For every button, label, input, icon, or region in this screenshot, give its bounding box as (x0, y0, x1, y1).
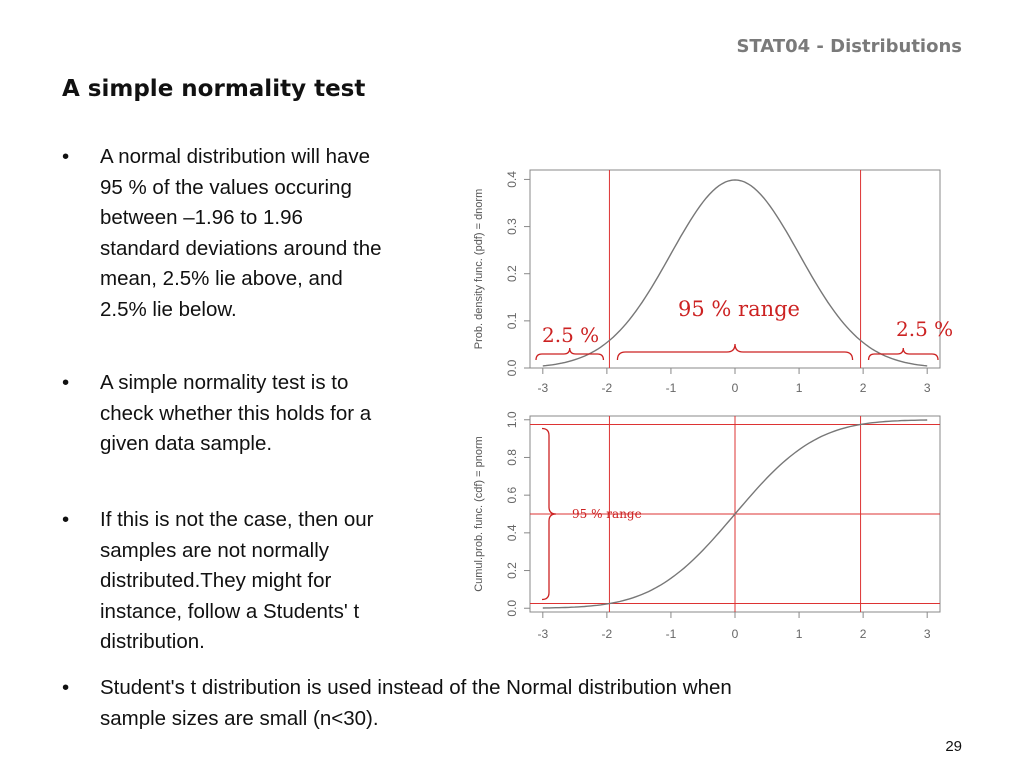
course-tag: STAT04 - Distributions (736, 36, 962, 57)
bullet-text: If this is not the case, then our sample… (100, 508, 374, 653)
data-point (830, 306, 832, 308)
y-tick-label: 0.3 (505, 218, 519, 235)
bullet-item: • Student's t distribution is used inste… (62, 673, 962, 734)
data-point (798, 253, 800, 255)
x-tick-label: 0 (732, 381, 739, 395)
x-tick-label: -2 (602, 627, 613, 641)
data-point (702, 201, 704, 203)
bullet-marker: • (62, 676, 70, 699)
cdf-annotations: 95 % range (541, 427, 642, 601)
y-tick-label: 0.2 (505, 562, 519, 579)
bullet-item: • A normal distribution will have 95 % o… (62, 142, 462, 325)
data-point (862, 342, 864, 344)
bullet-item: • A simple normality test is to check wh… (62, 368, 462, 460)
data-point (670, 253, 672, 255)
bullet-text: A simple normality test is to check whet… (100, 371, 372, 455)
data-point (606, 342, 608, 344)
annotation-left-tail: 2.5 % (542, 323, 599, 347)
x-tick-label: -1 (666, 381, 677, 395)
annotation-middle-range: 95 % range (678, 297, 800, 321)
distribution-curve (542, 419, 928, 609)
bullet-item: • If this is not the case, then our samp… (62, 505, 462, 658)
normal-distribution-charts: -3 -2 -1 0 1 2 3 0.0 0.1 0.2 0.3 0.4 Prob. density f… (473, 169, 953, 641)
bullet-marker: • (62, 145, 70, 168)
data-point (926, 365, 928, 367)
y-tick-label: 0.6 (505, 486, 519, 503)
y-tick-label: 0.0 (505, 600, 519, 617)
data-point (798, 449, 800, 451)
x-tick-label: 3 (924, 627, 931, 641)
annotation-range: 95 % range (572, 507, 642, 521)
data-point (734, 179, 736, 181)
x-tick-label: 2 (860, 627, 867, 641)
bullet-marker: • (62, 508, 70, 531)
curly-brace (616, 343, 854, 361)
data-point (734, 513, 736, 515)
data-point (894, 420, 896, 422)
curly-brace (541, 427, 557, 601)
y-tick-label: 0.1 (505, 312, 519, 329)
slide-title: A simple normality test (62, 76, 366, 102)
bullet-marker: • (62, 371, 70, 394)
data-point (606, 603, 608, 605)
curly-brace (867, 347, 939, 361)
x-tick-label: 0 (732, 627, 739, 641)
x-tick-label: -2 (602, 381, 613, 395)
x-tick-label: 1 (796, 627, 803, 641)
data-point (830, 431, 832, 433)
x-tick-label: 2 (860, 381, 867, 395)
data-point (638, 595, 640, 597)
bullet-text: Student's t distribution is used instead… (100, 676, 732, 730)
data-point (862, 423, 864, 425)
x-tick-label: -3 (537, 627, 548, 641)
data-point (894, 359, 896, 361)
annotation-right-tail: 2.5 % (896, 317, 953, 341)
y-tick-label: 0.0 (505, 359, 519, 376)
bullet-text: A normal distribution will have 95 % of … (100, 145, 382, 321)
y-axis-title: Cumul.prob. func. (cdf) = pnorm (473, 436, 485, 592)
cdf-chart: -3 -2 -1 0 1 2 3 0.0 0.2 0.4 0.6 0.8 1.0 Cumul.prob. … (473, 411, 941, 641)
data-point (638, 306, 640, 308)
page-number: 29 (945, 738, 962, 755)
data-point (574, 359, 576, 361)
y-tick-label: 1.0 (505, 411, 519, 428)
data-point (574, 606, 576, 608)
data-point (542, 365, 544, 367)
y-tick-label: 0.2 (505, 265, 519, 282)
y-tick-label: 0.4 (505, 171, 519, 188)
data-point (926, 419, 928, 421)
curly-brace (535, 347, 605, 361)
pdf-annotations: 2.5 % 95 % range 2.5 % (535, 297, 953, 361)
data-point (766, 201, 768, 203)
data-point (542, 607, 544, 609)
y-tick-label: 0.4 (505, 524, 519, 541)
x-tick-label: 1 (796, 381, 803, 395)
data-point (670, 577, 672, 579)
distribution-curve (542, 179, 928, 367)
x-tick-label: -1 (666, 627, 677, 641)
x-tick-label: -3 (537, 381, 548, 395)
data-point (766, 477, 768, 479)
y-tick-label: 0.8 (505, 449, 519, 466)
x-tick-label: 3 (924, 381, 931, 395)
data-point (702, 549, 704, 551)
pdf-chart: -3 -2 -1 0 1 2 3 0.0 0.1 0.2 0.3 0.4 Prob. density f… (473, 169, 941, 395)
y-axis-title: Prob. density func. (pdf) = dnorm (473, 189, 485, 350)
